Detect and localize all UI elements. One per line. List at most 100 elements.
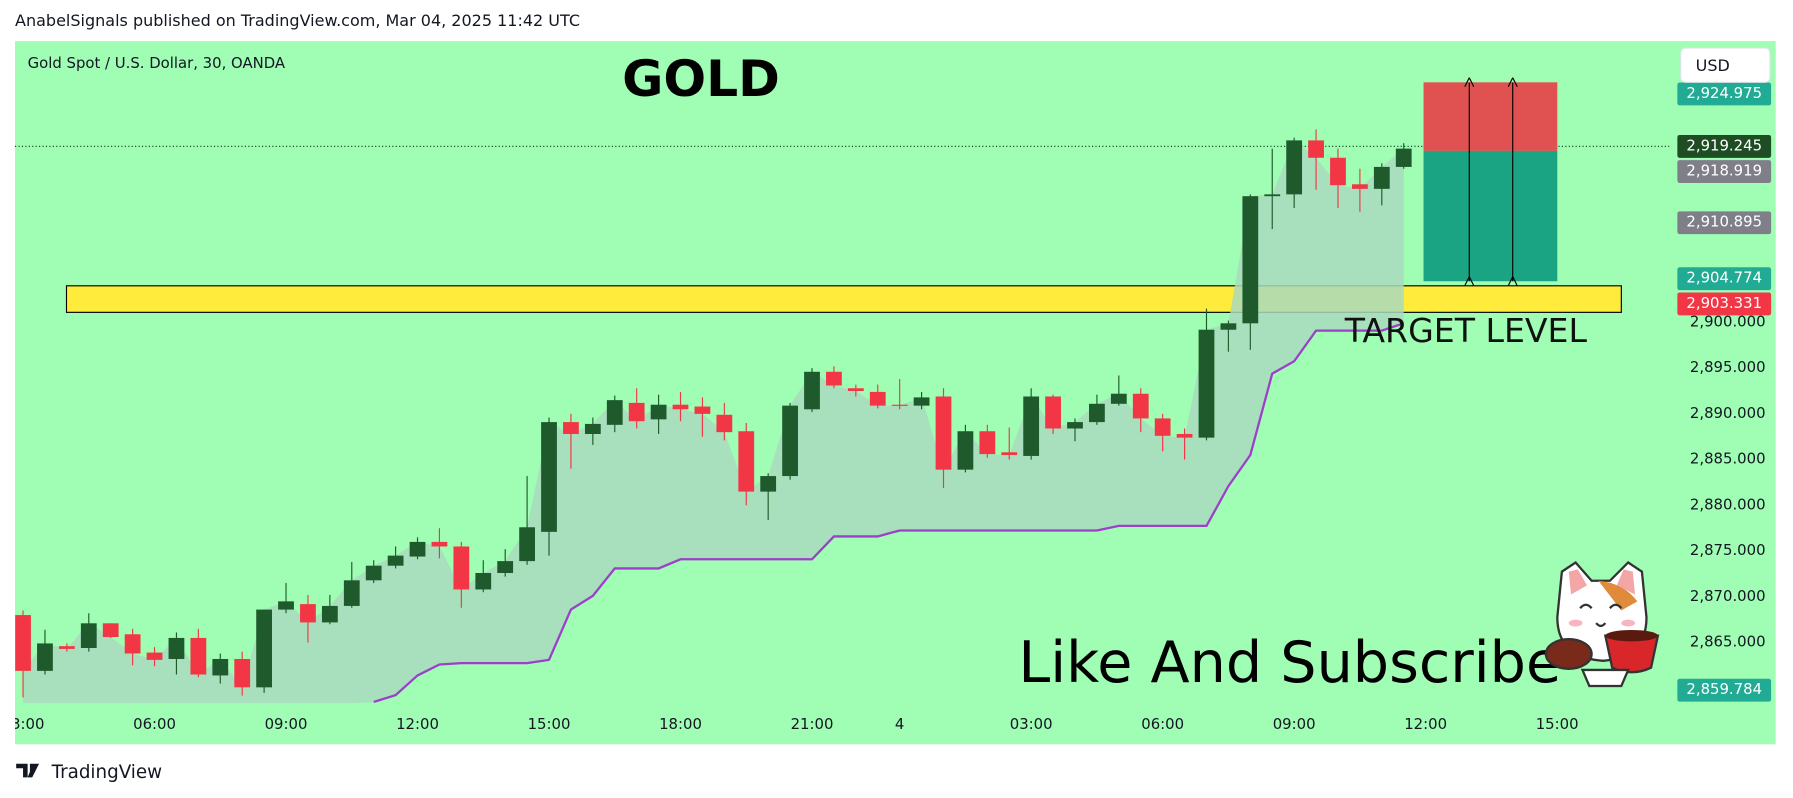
symbol-label: Gold Spot / U.S. Dollar, 30, OANDA bbox=[28, 54, 286, 72]
candle-body bbox=[1023, 396, 1040, 456]
candle-body bbox=[913, 397, 930, 406]
candle-body bbox=[738, 431, 755, 492]
candle-body bbox=[584, 423, 601, 434]
candle-body bbox=[541, 422, 557, 532]
x-tick-label: 4 bbox=[895, 715, 904, 733]
candle-body bbox=[1352, 184, 1368, 189]
candle-body bbox=[847, 388, 864, 391]
candle-body bbox=[475, 573, 492, 590]
price-tag bbox=[1677, 211, 1772, 235]
x-tick-label: 12:00 bbox=[1404, 715, 1447, 733]
candle-body bbox=[716, 414, 733, 433]
candle-body bbox=[1395, 148, 1412, 167]
candle-body bbox=[387, 555, 404, 566]
candle-body bbox=[782, 405, 798, 477]
candle-body bbox=[957, 431, 974, 470]
candle-body bbox=[124, 634, 141, 654]
candle-body bbox=[278, 601, 294, 610]
candle-body bbox=[1045, 396, 1061, 429]
cat-icon bbox=[1544, 560, 1660, 688]
x-tick-label: 15:00 bbox=[528, 715, 571, 733]
candle-body bbox=[826, 371, 842, 386]
x-tick-label: 15:00 bbox=[1536, 715, 1579, 733]
candle-body bbox=[1176, 433, 1193, 438]
candle-body bbox=[1330, 157, 1346, 186]
candle-body bbox=[1110, 393, 1127, 404]
candle-body bbox=[234, 658, 251, 688]
candle-body bbox=[212, 658, 229, 676]
candle-body bbox=[1220, 323, 1237, 330]
candle-body bbox=[431, 541, 448, 547]
price-tag-label: 2,903.331 bbox=[1686, 294, 1762, 312]
candle-body bbox=[497, 561, 514, 574]
candle-body bbox=[146, 652, 163, 660]
x-tick-label: 06:00 bbox=[1141, 715, 1184, 733]
candle-body bbox=[606, 400, 623, 425]
candle-body bbox=[80, 623, 97, 649]
x-axis: 03:00 06:00 09:00 12:00 15:00 18:00 21:00 4 03:0… bbox=[15, 703, 1579, 733]
candle-body bbox=[694, 406, 711, 414]
candle-body bbox=[891, 404, 908, 406]
candle-body bbox=[1242, 196, 1259, 324]
y-tick-label: 2,865.000 bbox=[1690, 633, 1766, 651]
candle-body bbox=[256, 609, 273, 688]
candle-body bbox=[365, 565, 382, 581]
candle-body bbox=[168, 637, 185, 659]
candle-body bbox=[979, 431, 996, 455]
y-tick-label: 2,880.000 bbox=[1690, 495, 1766, 513]
x-tick-label: 18:00 bbox=[659, 715, 702, 733]
price-tag bbox=[1677, 82, 1772, 106]
price-tag bbox=[1677, 292, 1772, 316]
overlay-layer: 2,924.975 2,919.245 2,918.919 2,910.895 2,90… bbox=[1677, 82, 1772, 702]
candle-body bbox=[1067, 422, 1083, 429]
x-tick-label: 12:00 bbox=[396, 715, 439, 733]
candle-body bbox=[1001, 452, 1018, 456]
candle-body bbox=[1264, 194, 1281, 197]
candle-body bbox=[628, 402, 645, 422]
price-tag bbox=[1677, 267, 1772, 291]
x-tick-label: 03:00 bbox=[1010, 715, 1053, 733]
price-tag-label: 2,919.245 bbox=[1686, 136, 1762, 154]
candle-body bbox=[760, 476, 777, 492]
price-tag-label: 2,859.784 bbox=[1686, 680, 1762, 698]
price-tag bbox=[1677, 134, 1772, 158]
candle-body bbox=[37, 643, 53, 671]
candle-body bbox=[58, 646, 75, 649]
annotation: Like And Subscribe bbox=[1018, 630, 1561, 696]
x-tick-label: 06:00 bbox=[133, 715, 176, 733]
candle-body bbox=[869, 391, 886, 406]
publisher-header: AnabelSignals published on TradingView.c… bbox=[15, 11, 580, 30]
brand-name: TradingView bbox=[51, 762, 163, 783]
y-tick-label: 2,900.000 bbox=[1690, 312, 1766, 330]
candle-body bbox=[321, 605, 338, 623]
candle-body bbox=[1198, 329, 1215, 438]
candle-body bbox=[935, 396, 952, 470]
x-tick-label: 09:00 bbox=[1273, 715, 1316, 733]
currency-label[interactable]: USD bbox=[1696, 56, 1730, 75]
y-tick-label: 2,885.000 bbox=[1690, 450, 1766, 468]
candle-body bbox=[453, 546, 470, 590]
target-zone-box bbox=[1423, 150, 1558, 282]
candle-body bbox=[804, 371, 820, 410]
trend-line bbox=[373, 322, 1405, 704]
y-tick-label: 2,895.000 bbox=[1690, 358, 1766, 376]
x-tick-label: 09:00 bbox=[265, 715, 308, 733]
currency-button[interactable] bbox=[1680, 47, 1771, 83]
trend-fill bbox=[23, 140, 1404, 704]
candle-body bbox=[650, 404, 667, 420]
candle-body bbox=[672, 404, 689, 410]
price-tag-label: 2,910.895 bbox=[1686, 213, 1762, 231]
price-tag bbox=[1677, 160, 1772, 183]
candle-body bbox=[190, 637, 207, 675]
price-tag-label: 2,904.774 bbox=[1686, 269, 1762, 287]
candle-body bbox=[343, 580, 360, 606]
price-tag bbox=[1677, 678, 1772, 702]
candle-body bbox=[1154, 418, 1171, 436]
price-tag-label: 2,918.919 bbox=[1686, 162, 1762, 180]
plot-area bbox=[15, 82, 1670, 704]
y-tick-label: 2,875.000 bbox=[1690, 541, 1766, 559]
stop-zone bbox=[1423, 82, 1558, 151]
candle-body bbox=[519, 527, 535, 562]
candle-body bbox=[1286, 140, 1303, 195]
